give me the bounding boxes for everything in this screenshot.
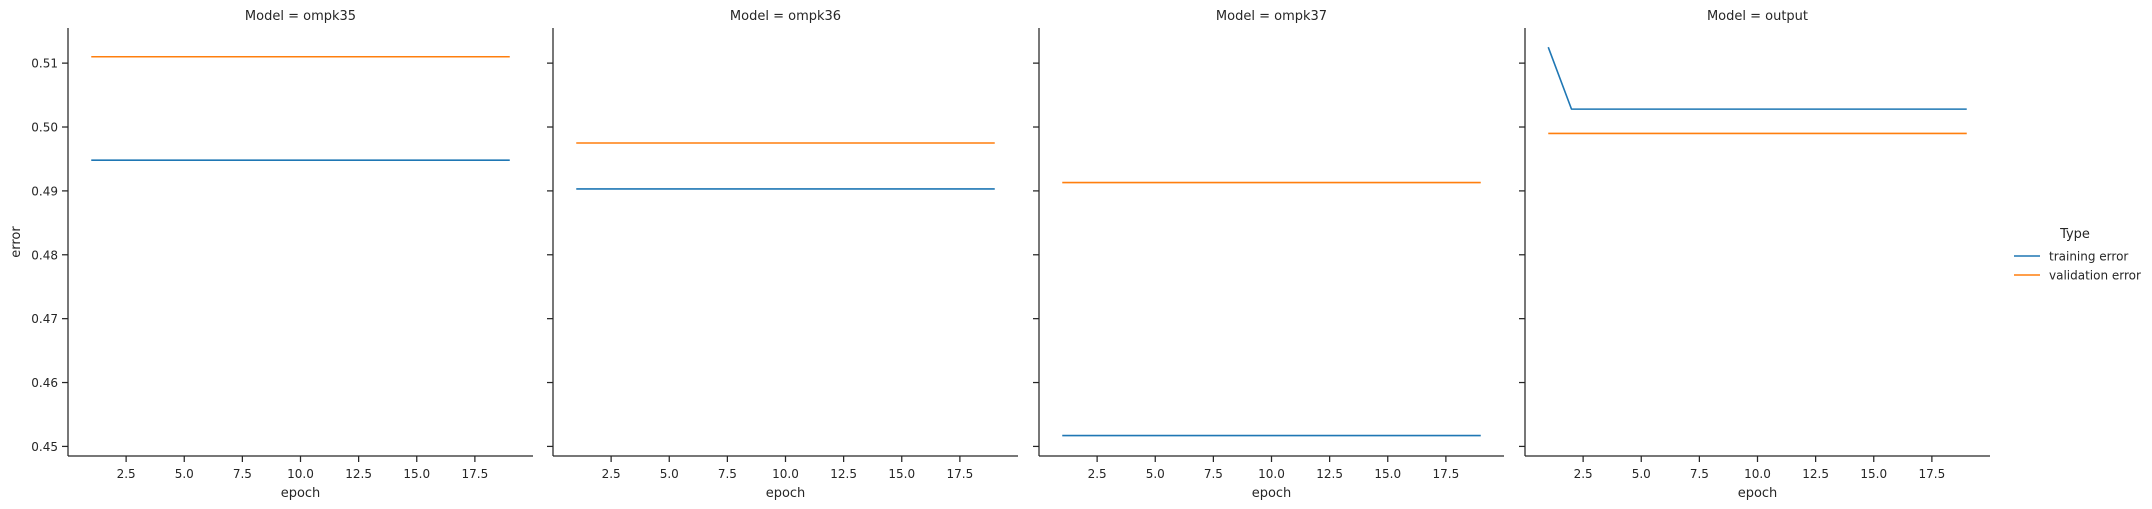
y-tick-label: 0.51 (31, 57, 58, 71)
panel-1: Model = ompk35 0.45 0.46 0.47 0.48 0.49 0.50 0.… (9, 9, 533, 501)
x-tick-label: 7.5 (1690, 467, 1709, 481)
x-tick-label: 2.5 (1574, 467, 1593, 481)
panel-title: Model = ompk35 (245, 9, 356, 24)
x-tick-label: 7.5 (718, 467, 737, 481)
y-tick-label: 0.49 (31, 184, 58, 198)
x-tick-label: 17.5 (947, 467, 974, 481)
x-tick-label: 17.5 (1919, 467, 1946, 481)
panel-4: Model = output 2.5 5.0 7.5 10.0 12.5 15.0 17.5 e… (1519, 9, 1990, 501)
x-tick-label: 12.5 (830, 467, 857, 481)
x-tick-label: 5.0 (175, 467, 194, 481)
x-axis-label: epoch (1252, 486, 1292, 501)
y-tick-label: 0.46 (31, 376, 58, 390)
x-tick-label: 2.5 (602, 467, 621, 481)
y-tick-label: 0.47 (31, 312, 58, 326)
x-tick-label: 5.0 (1146, 467, 1165, 481)
y-axis-label: error (9, 226, 24, 258)
x-tick-label: 15.0 (888, 467, 915, 481)
panel-title: Model = output (1707, 9, 1808, 24)
legend-item: validation error (2014, 269, 2141, 283)
y-tick-label: 0.48 (31, 248, 58, 262)
x-tick-label: 10.0 (287, 467, 314, 481)
x-tick-label: 10.0 (772, 467, 799, 481)
panel-title: Model = ompk36 (730, 9, 841, 24)
panel-title: Model = ompk37 (1216, 9, 1327, 24)
x-axis-label: epoch (766, 486, 806, 501)
y-tick-label: 0.50 (31, 121, 58, 135)
legend-item: training error (2014, 250, 2128, 264)
x-axis-label: epoch (1738, 486, 1778, 501)
x-tick-label: 12.5 (345, 467, 372, 481)
x-tick-label: 7.5 (233, 467, 252, 481)
x-axis-label: epoch (281, 486, 321, 501)
series-line-training-error (1547, 46, 1967, 110)
panel-3: Model = ompk37 2.5 5.0 7.5 10.0 12.5 15.0 17.5 e… (1033, 9, 1504, 501)
facet-panels: Model = ompk35 0.45 0.46 0.47 0.48 0.49 0.50 0.… (9, 9, 1990, 501)
x-tick-label: 2.5 (1088, 467, 1107, 481)
x-tick-label: 15.0 (1860, 467, 1887, 481)
y-tick-label: 0.45 (31, 440, 58, 454)
x-tick-label: 12.5 (1802, 467, 1829, 481)
x-tick-label: 17.5 (462, 467, 489, 481)
x-tick-label: 10.0 (1258, 467, 1285, 481)
x-tick-label: 5.0 (1632, 467, 1651, 481)
panel-2: Model = ompk36 2.5 5.0 7.5 10.0 12.5 15.0 17.5 e… (547, 9, 1018, 501)
x-tick-label: 12.5 (1316, 467, 1343, 481)
x-tick-label: 5.0 (660, 467, 679, 481)
x-tick-label: 2.5 (117, 467, 136, 481)
x-tick-label: 7.5 (1204, 467, 1223, 481)
legend-label: validation error (2049, 269, 2141, 283)
x-tick-label: 15.0 (403, 467, 430, 481)
legend-title: Type (2059, 227, 2090, 242)
legend: Type training error validation error (2014, 227, 2141, 283)
x-tick-label: 15.0 (1374, 467, 1401, 481)
legend-label: training error (2049, 250, 2128, 264)
x-tick-label: 17.5 (1433, 467, 1460, 481)
x-tick-label: 10.0 (1744, 467, 1771, 481)
